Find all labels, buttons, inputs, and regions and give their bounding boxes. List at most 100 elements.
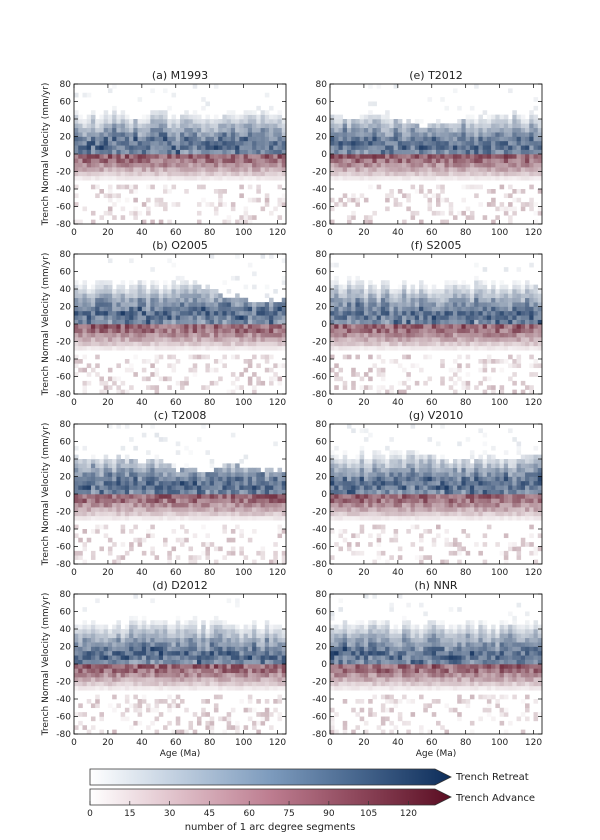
heatmap-cell xyxy=(201,136,206,142)
heatmap-cell xyxy=(277,123,283,129)
heatmap-cell xyxy=(196,310,202,316)
heatmap-cell xyxy=(436,136,441,142)
heatmap-cell xyxy=(376,127,382,133)
heatmap-cell xyxy=(277,507,283,512)
heatmap-cell xyxy=(137,537,143,543)
heatmap-cell xyxy=(90,472,96,477)
heatmap-cell xyxy=(107,158,113,164)
heatmap-cell xyxy=(363,158,369,164)
heatmap-cell xyxy=(175,489,181,495)
heatmap-cell xyxy=(120,459,126,464)
heatmap-cell xyxy=(338,328,344,334)
heatmap-cell xyxy=(116,145,121,150)
heatmap-cell xyxy=(457,127,462,133)
heatmap-cell xyxy=(141,306,147,312)
heatmap-cell xyxy=(188,476,194,482)
heatmap-cell xyxy=(196,167,202,172)
heatmap-cell xyxy=(351,341,356,347)
heatmap-cell xyxy=(372,140,377,146)
heatmap-cell xyxy=(256,511,261,517)
heatmap-cell xyxy=(95,332,100,338)
heatmap-cell xyxy=(116,293,121,299)
heatmap-cell xyxy=(469,337,475,342)
heatmap-cell xyxy=(516,337,522,342)
heatmap-cell xyxy=(423,454,428,460)
heatmap-cell xyxy=(247,472,253,477)
heatmap-cell xyxy=(154,114,160,120)
heatmap-cell xyxy=(402,324,407,329)
heatmap-cell xyxy=(171,341,177,347)
heatmap-cell xyxy=(372,136,377,142)
heatmap-cell xyxy=(209,367,215,373)
heatmap-cell xyxy=(247,136,253,142)
heatmap-cell xyxy=(222,154,227,159)
heatmap-cell xyxy=(218,476,223,482)
heatmap-cell xyxy=(167,550,172,556)
heatmap-cell xyxy=(175,498,181,504)
heatmap-cell xyxy=(107,123,113,129)
heatmap-cell xyxy=(78,337,83,342)
heatmap-cell xyxy=(346,293,352,299)
heatmap-cell xyxy=(247,380,253,386)
heatmap-cell xyxy=(273,550,278,556)
heatmap-cell xyxy=(277,529,283,534)
heatmap-cell xyxy=(188,302,194,307)
heatmap-cell xyxy=(520,284,526,290)
heatmap-cell xyxy=(218,494,223,499)
heatmap-cell xyxy=(427,472,433,477)
heatmap-cell xyxy=(74,533,79,539)
heatmap-cell xyxy=(103,463,109,469)
heatmap-cell xyxy=(252,140,257,146)
heatmap-cell xyxy=(431,293,437,299)
heatmap-cell xyxy=(196,289,202,294)
heatmap-cell xyxy=(529,197,534,203)
heatmap-cell xyxy=(444,127,450,133)
heatmap-cell xyxy=(423,345,428,351)
heatmap-cell xyxy=(112,515,117,521)
heatmap-cell xyxy=(269,515,274,521)
heatmap-cell xyxy=(180,132,185,137)
heatmap-cell xyxy=(431,136,437,142)
heatmap-cell xyxy=(180,140,185,146)
heatmap-cell xyxy=(180,175,185,181)
heatmap-cell xyxy=(222,494,227,499)
heatmap-cell xyxy=(239,502,244,508)
heatmap-cell xyxy=(486,154,492,159)
heatmap-cell xyxy=(533,127,539,133)
heatmap-cell xyxy=(334,485,339,490)
heatmap-cell xyxy=(133,136,138,142)
heatmap-cell xyxy=(508,215,513,220)
heatmap-cell xyxy=(461,319,466,325)
heatmap-cell xyxy=(239,511,244,517)
heatmap-cell xyxy=(158,293,164,299)
heatmap-cell xyxy=(281,507,287,512)
heatmap-cell xyxy=(146,171,151,177)
heatmap-cell xyxy=(499,367,505,373)
heatmap-cell xyxy=(196,306,202,312)
heatmap-cell xyxy=(201,97,206,102)
x-tick-label: 20 xyxy=(102,568,114,578)
heatmap-cell xyxy=(230,546,236,552)
heatmap-cell xyxy=(133,354,138,360)
heatmap-cell xyxy=(226,302,232,307)
heatmap-cell xyxy=(338,502,344,508)
heatmap-cell xyxy=(167,485,172,490)
heatmap-cell xyxy=(82,119,88,124)
heatmap-cell xyxy=(129,341,134,347)
heatmap-cell xyxy=(410,162,416,168)
heatmap-cell xyxy=(86,119,92,124)
heatmap-cell xyxy=(74,167,79,172)
heatmap-cell xyxy=(99,132,104,137)
heatmap-cell xyxy=(124,319,130,325)
heatmap-cell xyxy=(359,515,365,521)
heatmap-cell xyxy=(99,546,104,552)
heatmap-cell xyxy=(163,315,168,320)
heatmap-cell xyxy=(133,507,138,512)
heatmap-cell xyxy=(372,210,377,216)
heatmap-cell xyxy=(154,432,160,438)
heatmap-cell xyxy=(171,337,177,342)
heatmap-cell xyxy=(334,280,339,285)
heatmap-cell xyxy=(201,127,206,133)
heatmap-cell xyxy=(78,550,83,556)
heatmap-cell xyxy=(239,494,244,499)
